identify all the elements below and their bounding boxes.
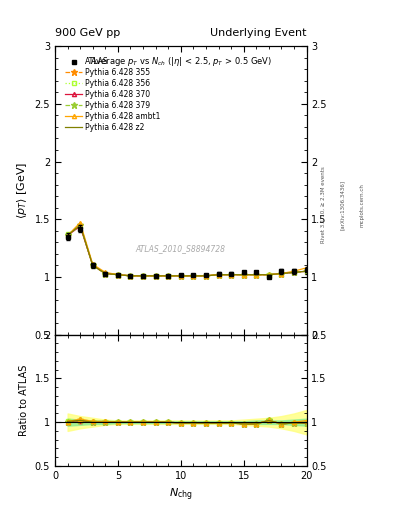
Text: Rivet 3.1.10, ≥ 2.3M events: Rivet 3.1.10, ≥ 2.3M events — [320, 166, 325, 243]
Y-axis label: Ratio to ATLAS: Ratio to ATLAS — [19, 365, 29, 436]
Y-axis label: $\langle p_T \rangle$ [GeV]: $\langle p_T \rangle$ [GeV] — [15, 162, 29, 219]
Text: Underlying Event: Underlying Event — [210, 28, 307, 38]
X-axis label: $N_{\mathrm{chg}}$: $N_{\mathrm{chg}}$ — [169, 486, 193, 503]
Text: [arXiv:1306.3436]: [arXiv:1306.3436] — [340, 180, 345, 230]
Legend: ATLAS, Pythia 6.428 355, Pythia 6.428 356, Pythia 6.428 370, Pythia 6.428 379, P: ATLAS, Pythia 6.428 355, Pythia 6.428 35… — [64, 56, 162, 133]
Text: mcplots.cern.ch: mcplots.cern.ch — [360, 183, 365, 227]
Text: Average $p_T$ vs $N_{ch}$ ($|\eta|$ < 2.5, $p_T$ > 0.5 GeV): Average $p_T$ vs $N_{ch}$ ($|\eta|$ < 2.… — [90, 55, 272, 68]
Text: 900 GeV pp: 900 GeV pp — [55, 28, 120, 38]
Text: ATLAS_2010_S8894728: ATLAS_2010_S8894728 — [136, 244, 226, 252]
